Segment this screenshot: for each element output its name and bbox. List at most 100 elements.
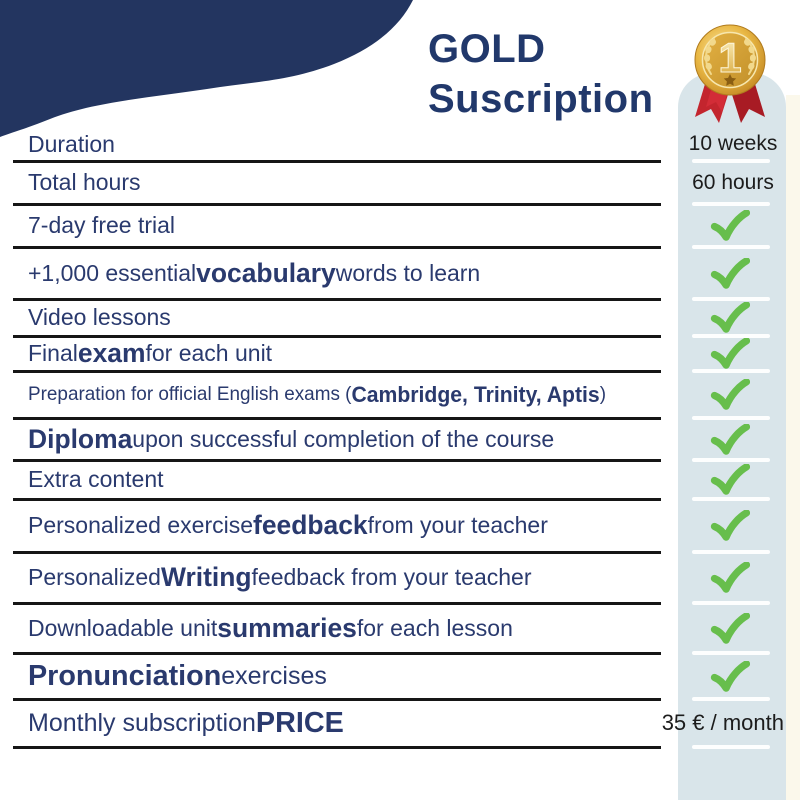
row-divider-dark	[13, 160, 661, 163]
row-divider-light	[692, 334, 770, 338]
feature-label-emphasis: vocabulary	[196, 257, 336, 288]
feature-label: Personalized exercise feedback from your…	[28, 499, 673, 552]
feature-check	[700, 418, 760, 460]
row-divider-light	[692, 159, 770, 163]
feature-label-emphasis: Cambridge, Trinity, Aptis	[351, 381, 600, 407]
row-divider-light	[692, 745, 770, 749]
feature-label-emphasis: summaries	[217, 612, 357, 643]
feature-label: Extra content	[28, 460, 673, 499]
row-divider-light	[692, 245, 770, 249]
feature-label: Total hours	[28, 161, 673, 204]
row-divider-dark	[13, 498, 661, 501]
feature-label: Duration	[28, 127, 673, 161]
check-icon	[710, 423, 750, 455]
feature-label-text: )	[599, 383, 606, 405]
feature-label-text: from your teacher	[367, 512, 548, 538]
check-icon	[710, 464, 750, 495]
feature-label-text: Duration	[28, 130, 115, 157]
feature-label: Preparation for official English exams (…	[28, 371, 654, 418]
feature-label-text: +1,000 essential	[28, 259, 197, 286]
feature-check	[700, 460, 760, 499]
page-title: GOLD Suscription	[428, 24, 654, 124]
medal-star	[723, 74, 737, 86]
feature-label: Diploma upon successful completion of th…	[28, 418, 673, 460]
feature-label-text: 7-day free trial	[28, 212, 176, 238]
feature-label-text: Personalized exercise	[28, 512, 254, 538]
feature-label-text: Final	[28, 340, 78, 366]
feature-value: 10 weeks	[688, 132, 778, 155]
row-divider-dark	[13, 370, 661, 373]
check-icon	[710, 510, 750, 541]
feature-label-emphasis: PRICE	[255, 706, 344, 739]
feature-check	[700, 653, 760, 699]
feature-check	[700, 336, 760, 371]
first-place-medal-icon: 1	[694, 24, 766, 123]
laurel-wreath	[704, 38, 756, 75]
feature-check	[700, 499, 760, 552]
row-divider-light	[692, 297, 770, 301]
feature-label: Downloadable unit summaries for each les…	[28, 603, 673, 653]
check-icon	[710, 612, 750, 644]
row-divider-light	[692, 416, 770, 420]
feature-label-emphasis: exam	[77, 338, 146, 368]
feature-label: Pronunciation exercises	[28, 653, 673, 699]
feature-check	[700, 371, 760, 418]
feature-label: +1,000 essential vocabulary words to lea…	[28, 247, 673, 299]
feature-label: Final exam for each unit	[28, 336, 673, 371]
row-divider-dark	[13, 652, 661, 655]
row-divider-light	[692, 458, 770, 462]
feature-label: Personalized Writing feedback from your …	[28, 552, 673, 603]
check-icon	[710, 210, 750, 241]
feature-check	[700, 204, 760, 247]
row-divider-dark	[13, 203, 661, 206]
feature-label-text: for each unit	[145, 340, 273, 366]
feature-label-text: Monthly subscription	[28, 708, 256, 737]
check-icon	[710, 302, 750, 333]
feature-label-emphasis: Diploma	[28, 423, 133, 454]
feature-label-text: Total hours	[28, 169, 141, 195]
feature-check	[700, 299, 760, 336]
feature-label-text: Personalized	[28, 564, 161, 590]
feature-label-text: exercises	[221, 661, 327, 690]
feature-value: 60 hours	[692, 170, 774, 194]
feature-label-text: words to learn	[335, 259, 481, 286]
feature-check	[700, 603, 760, 653]
row-divider-dark	[13, 298, 661, 301]
feature-label-text: upon successful completion of the course	[132, 425, 555, 452]
row-divider-dark	[13, 698, 661, 701]
check-icon	[710, 338, 750, 369]
row-divider-dark	[13, 335, 661, 338]
row-divider-dark	[13, 459, 661, 462]
row-divider-dark	[13, 551, 661, 554]
check-icon	[710, 379, 750, 410]
feature-label-text: Video lessons	[28, 304, 171, 330]
right-edge-strip	[786, 95, 800, 800]
feature-label-emphasis: feedback	[253, 510, 368, 540]
feature-label-emphasis: Pronunciation	[28, 659, 222, 692]
row-divider-light	[692, 651, 770, 655]
check-icon	[710, 562, 750, 593]
row-divider-light	[692, 202, 770, 206]
feature-label-text: for each lesson	[356, 614, 513, 641]
feature-check	[700, 552, 760, 603]
check-icon	[710, 257, 750, 289]
feature-label-text: Preparation for official English exams (	[28, 383, 352, 405]
feature-label-text: Downloadable unit	[28, 614, 218, 641]
row-divider-light	[692, 550, 770, 554]
feature-label-text: Extra content	[28, 466, 164, 492]
feature-label-emphasis: Writing	[160, 562, 252, 592]
title-line-2: Suscription	[428, 77, 654, 121]
row-divider-light	[692, 697, 770, 701]
row-divider-light	[692, 601, 770, 605]
row-divider-light	[692, 497, 770, 501]
medal-number: 1	[718, 34, 741, 81]
title-line-1: GOLD	[428, 27, 546, 71]
feature-label: Video lessons	[28, 299, 673, 336]
row-divider-dark	[13, 417, 661, 420]
row-divider-dark	[13, 746, 661, 749]
feature-check	[700, 247, 760, 299]
row-divider-light	[692, 369, 770, 373]
feature-label-text: feedback from your teacher	[251, 564, 532, 590]
